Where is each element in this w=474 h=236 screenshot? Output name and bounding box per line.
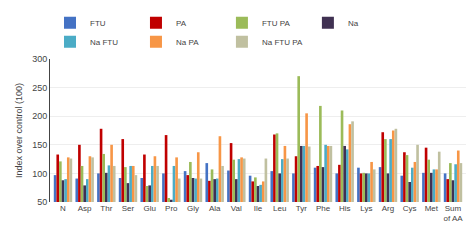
svg-text:Tyr: Tyr [296, 204, 307, 213]
svg-text:Thr: Thr [100, 204, 112, 213]
svg-text:FTU PA: FTU PA [262, 19, 291, 28]
svg-text:Asp: Asp [78, 204, 92, 213]
svg-text:Ala: Ala [209, 204, 221, 213]
svg-text:Glu: Glu [143, 204, 155, 213]
svg-text:PA: PA [176, 19, 187, 28]
svg-text:Index over control (100): Index over control (100) [14, 83, 24, 178]
svg-text:Pro: Pro [165, 204, 178, 213]
svg-text:Na PA: Na PA [176, 38, 199, 47]
svg-text:FTU: FTU [90, 19, 106, 28]
svg-text:Ser: Ser [122, 204, 135, 213]
svg-text:Na: Na [348, 19, 359, 28]
svg-text:150: 150 [32, 140, 47, 150]
svg-text:Sumof AA: Sumof AA [443, 204, 463, 223]
svg-text:N: N [60, 204, 66, 213]
svg-text:Phe: Phe [316, 204, 331, 213]
svg-text:Leu: Leu [273, 204, 286, 213]
svg-text:Na FTU: Na FTU [90, 38, 118, 47]
svg-text:200: 200 [32, 111, 47, 121]
svg-text:Lys: Lys [360, 204, 372, 213]
svg-text:100: 100 [32, 169, 47, 179]
svg-text:300: 300 [32, 54, 47, 64]
svg-text:Ile: Ile [254, 204, 263, 213]
svg-text:Gly: Gly [187, 204, 199, 213]
svg-text:250: 250 [32, 83, 47, 93]
svg-text:His: His [339, 204, 351, 213]
svg-text:Na FTU PA: Na FTU PA [262, 38, 303, 47]
svg-text:Cys: Cys [403, 204, 417, 213]
svg-text:50: 50 [37, 197, 47, 207]
svg-text:Met: Met [425, 204, 439, 213]
svg-text:Val: Val [231, 204, 242, 213]
svg-text:Arg: Arg [382, 204, 394, 213]
